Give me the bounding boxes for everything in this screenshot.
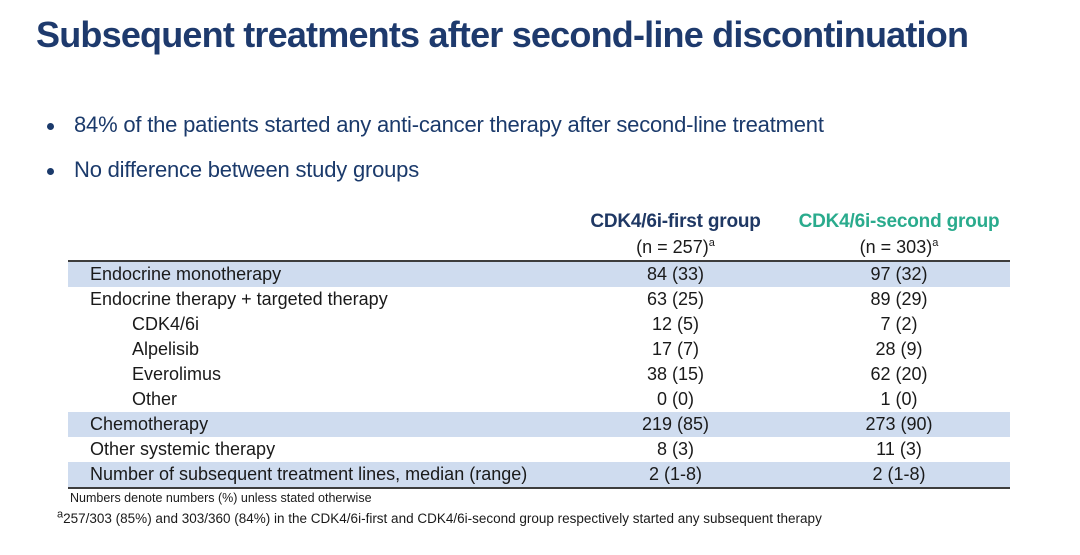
column-header-cdk-first-group: CDK4/6i-first group (n = 257)a bbox=[563, 208, 788, 260]
row-label: Endocrine monotherapy bbox=[90, 264, 282, 284]
bullet-dot-icon bbox=[47, 168, 54, 175]
group-n-label: (n = 303)a bbox=[788, 234, 1010, 260]
table-row-subitem: Other 0 (0) 1 (0) bbox=[68, 387, 1010, 412]
group-name: CDK4/6i-first group bbox=[590, 211, 761, 232]
row-value-second-group: 273 (90) bbox=[865, 414, 933, 434]
table-row: Endocrine monotherapy 84 (33) 97 (32) bbox=[68, 262, 1010, 287]
footnote-marker: a bbox=[932, 237, 939, 249]
row-value-second-group: 62 (20) bbox=[870, 364, 928, 384]
row-value-first-group: 84 (33) bbox=[646, 264, 705, 284]
bullet-item: No difference between study groups bbox=[40, 157, 824, 185]
row-value-first-group: 2 (1-8) bbox=[648, 464, 702, 484]
row-value-first-group: 17 (7) bbox=[651, 339, 700, 359]
footnote-marker: a bbox=[57, 508, 64, 521]
row-value-first-group: 219 (85) bbox=[641, 414, 710, 434]
row-label: Endocrine therapy + targeted therapy bbox=[90, 289, 388, 309]
table-row-subitem: Alpelisib 17 (7) 28 (9) bbox=[68, 337, 1010, 362]
table-row: Endocrine therapy + targeted therapy 63 … bbox=[68, 287, 1010, 312]
group-n-text: (n = 257) bbox=[636, 237, 709, 257]
footnote-text: 257/303 (85%) and 303/360 (84%) in the C… bbox=[63, 511, 822, 526]
column-header-cdk-second-group: CDK4/6i-second group (n = 303)a bbox=[788, 208, 1010, 260]
bullet-text: 84% of the patients started any anti-can… bbox=[74, 112, 824, 137]
bullet-list: 84% of the patients started any anti-can… bbox=[40, 112, 824, 202]
row-value-second-group: 11 (3) bbox=[876, 439, 922, 459]
group-name: CDK4/6i-second group bbox=[798, 211, 1000, 232]
bullet-item: 84% of the patients started any anti-can… bbox=[40, 112, 824, 140]
slide-title: Subsequent treatments after second-line … bbox=[36, 14, 969, 55]
row-value-first-group: 0 (0) bbox=[656, 389, 694, 409]
row-value-second-group: 1 (0) bbox=[880, 389, 918, 409]
row-label: Everolimus bbox=[132, 364, 222, 384]
footnote-a: a257/303 (85%) and 303/360 (84%) in the … bbox=[57, 508, 822, 526]
table-row-subitem: CDK4/6i 12 (5) 7 (2) bbox=[68, 312, 1010, 337]
row-label: Alpelisib bbox=[132, 339, 200, 359]
group-n-label: (n = 257)a bbox=[563, 234, 788, 260]
header-spacer-cell bbox=[68, 208, 563, 260]
footnote-marker: a bbox=[708, 237, 715, 249]
row-label: Chemotherapy bbox=[90, 414, 209, 434]
table-row-subitem: Everolimus 38 (15) 62 (20) bbox=[68, 362, 1010, 387]
row-label: CDK4/6i bbox=[132, 314, 200, 334]
row-value-first-group: 8 (3) bbox=[656, 439, 694, 459]
row-label: Other bbox=[132, 389, 178, 409]
table-row: Chemotherapy 219 (85) 273 (90) bbox=[68, 412, 1010, 437]
row-value-second-group: 89 (29) bbox=[870, 289, 928, 309]
table-row: Other systemic therapy 8 (3) 11 (3) bbox=[68, 437, 1010, 462]
table-row: Number of subsequent treatment lines, me… bbox=[68, 462, 1010, 487]
group-n-text: (n = 303) bbox=[859, 237, 933, 257]
treatments-table: CDK4/6i-first group (n = 257)a CDK4/6i-s… bbox=[68, 208, 1010, 489]
bullet-text: No difference between study groups bbox=[74, 157, 420, 182]
row-value-second-group: 97 (32) bbox=[870, 264, 928, 284]
table-body: Endocrine monotherapy 84 (33) 97 (32) En… bbox=[68, 260, 1010, 489]
row-label: Number of subsequent treatment lines, me… bbox=[90, 464, 528, 484]
bullet-dot-icon bbox=[47, 123, 54, 130]
row-value-first-group: 63 (25) bbox=[646, 289, 705, 309]
row-value-second-group: 2 (1-8) bbox=[872, 464, 926, 484]
row-label: Other systemic therapy bbox=[90, 439, 276, 459]
row-value-first-group: 12 (5) bbox=[651, 314, 700, 334]
row-value-second-group: 7 (2) bbox=[880, 314, 918, 334]
table-header: CDK4/6i-first group (n = 257)a CDK4/6i-s… bbox=[68, 208, 1010, 260]
row-value-second-group: 28 (9) bbox=[875, 339, 923, 359]
footnote-units: Numbers denote numbers (%) unless stated… bbox=[70, 491, 372, 505]
row-value-first-group: 38 (15) bbox=[646, 364, 705, 384]
